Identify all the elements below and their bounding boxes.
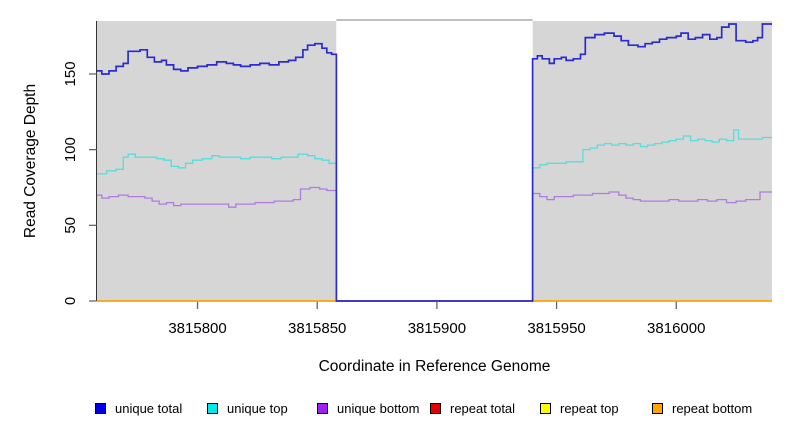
svg-text:3816000: 3816000 [647,320,705,337]
x-axis-label: Coordinate in Reference Genome [318,358,551,375]
repeat-bottom-swatch-icon [652,402,663,414]
legend-label: repeat bottom [672,400,753,416]
svg-text:3815900: 3815900 [408,320,466,337]
chart-legend: unique total unique top unique bottom re… [0,399,792,417]
coverage-chart-plot-area: 0 50 100 150 3815800 3815850 3815900 3815950 381… [62,19,772,337]
legend-label: unique top [227,400,288,416]
unique-total-swatch-icon [95,402,106,414]
svg-text:50: 50 [62,217,79,234]
svg-text:3815800: 3815800 [168,320,226,337]
svg-text:100: 100 [62,137,79,162]
unique-bottom-swatch-icon [317,402,328,414]
repeat-top-swatch-icon [540,402,551,414]
legend-item-repeat-bottom: repeat bottom [652,399,752,417]
legend-label: unique total [115,400,183,416]
svg-text:150: 150 [62,61,79,86]
legend-item-unique-top: unique top [207,399,288,417]
legend-label: repeat total [450,400,516,416]
legend-label: repeat top [560,400,619,416]
legend-item-repeat-total: repeat total [430,399,515,417]
unique-top-swatch-icon [207,402,218,414]
svg-text:3815850: 3815850 [288,320,346,337]
legend-label: unique bottom [337,400,420,416]
repeat-total-swatch-icon [430,402,441,414]
y-axis-label: Read Coverage Depth [22,83,39,239]
svg-text:0: 0 [62,297,79,305]
svg-text:3815950: 3815950 [527,320,585,337]
legend-item-repeat-top: repeat top [540,399,619,417]
legend-item-unique-bottom: unique bottom [317,399,419,417]
legend-item-unique-total: unique total [95,399,182,417]
